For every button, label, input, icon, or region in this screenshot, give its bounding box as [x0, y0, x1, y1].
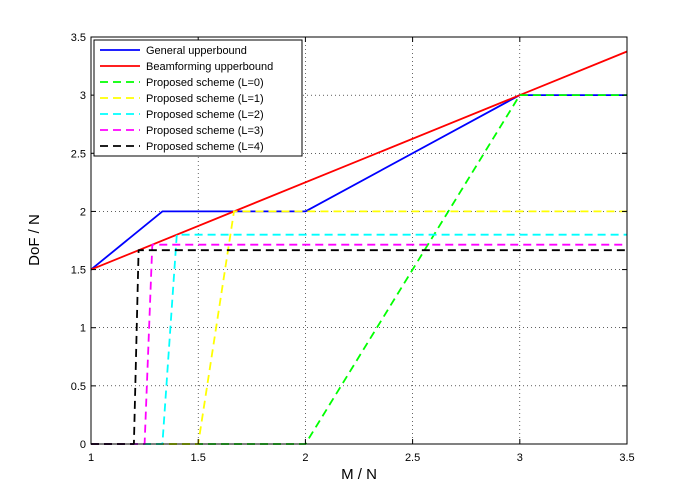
x-tick-label: 1: [88, 452, 94, 464]
y-tick-label: 0: [80, 439, 86, 451]
x-tick-label: 3: [517, 452, 523, 464]
series-line-0: [90, 94, 627, 271]
legend-label-2: Proposed scheme (L=0): [146, 77, 264, 89]
x-axis-label: M / N: [341, 466, 377, 483]
y-tick-label: 3.5: [71, 32, 86, 44]
plot-frame: [90, 36, 628, 445]
legend-label-5: Proposed scheme (L=3): [146, 125, 264, 137]
y-tick-label: 1.5: [71, 265, 86, 277]
y-tick-label: 2.5: [71, 148, 86, 160]
series-line-1: [90, 50, 628, 271]
axis-ticks: 1 1.5 2 2.5 3 3.5 0 0.5 1 1.5 2 2.5 3 3.5: [71, 32, 635, 464]
x-tick-label: 2.5: [405, 452, 420, 464]
series-line-4: [91, 233, 627, 445]
x-tick-label: 1.5: [191, 452, 206, 464]
x-tick-label: 2: [302, 452, 308, 464]
legend-label-4: Proposed scheme (L=2): [146, 109, 264, 121]
legend-label-1: Beamforming upperbound: [146, 61, 273, 73]
legend-label-3: Proposed scheme (L=1): [146, 93, 264, 105]
legend-label-6: Proposed scheme (L=4): [146, 141, 264, 153]
y-axis-label: DoF / N: [26, 214, 43, 266]
y-tick-label: 3: [80, 90, 86, 102]
y-tick-label: 0.5: [71, 381, 86, 393]
y-tick-label: 1: [80, 323, 86, 335]
x-tick-label: 3.5: [619, 452, 634, 464]
legend: General upperbound Beamforming upperbound…: [93, 39, 303, 157]
legend-label-0: General upperbound: [146, 45, 247, 57]
y-tick-label: 2: [80, 206, 86, 218]
